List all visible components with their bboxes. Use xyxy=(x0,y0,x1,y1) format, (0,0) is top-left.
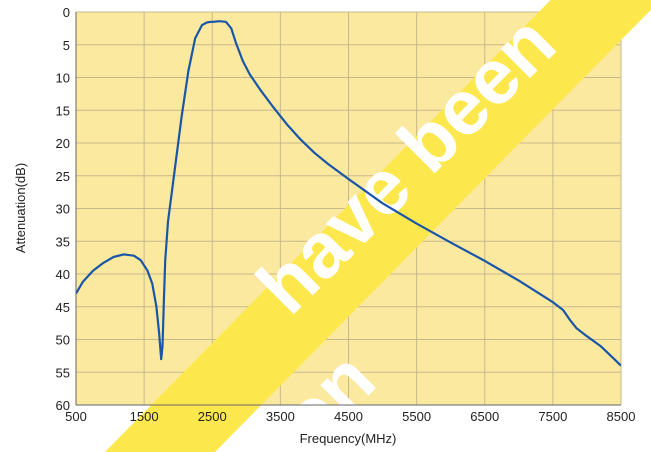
y-tick-label: 5 xyxy=(63,38,70,53)
y-tick-label: 50 xyxy=(56,333,70,348)
y-tick-label: 10 xyxy=(56,71,70,86)
y-tick-label: 40 xyxy=(56,267,70,282)
y-tick-label: 20 xyxy=(56,136,70,151)
y-tick-label: 15 xyxy=(56,103,70,118)
y-axis-title: Attenuation(dB) xyxy=(13,163,28,253)
x-tick-label: 8500 xyxy=(607,409,636,424)
y-tick-label: 60 xyxy=(56,398,70,413)
x-tick-label: 2500 xyxy=(198,409,227,424)
x-tick-labels: 500 1500 2500 3500 4500 5500 6500 7500 8500 xyxy=(65,409,635,424)
attenuation-curve xyxy=(76,20,621,367)
x-tick-label: 500 xyxy=(65,409,87,424)
watermark-stripe xyxy=(105,0,651,452)
x-tick-label: 1500 xyxy=(130,409,159,424)
x-tick-label: 7500 xyxy=(538,409,567,424)
y-tick-label: 35 xyxy=(56,234,70,249)
y-tick-label: 25 xyxy=(56,169,70,184)
x-tick-label: 4500 xyxy=(334,409,363,424)
y-tick-label: 30 xyxy=(56,202,70,217)
y-tick-label: 0 xyxy=(63,5,70,20)
x-axis-title: Frequency(MHz) xyxy=(300,431,397,446)
x-tick-label: 5500 xyxy=(402,409,431,424)
x-tick-label: 3500 xyxy=(266,409,295,424)
y-tick-label: 45 xyxy=(56,300,70,315)
y-tick-label: 55 xyxy=(56,365,70,380)
x-tick-label: 6500 xyxy=(470,409,499,424)
y-tick-labels: 0 5 10 15 20 25 30 35 40 45 50 55 60 xyxy=(56,5,70,413)
